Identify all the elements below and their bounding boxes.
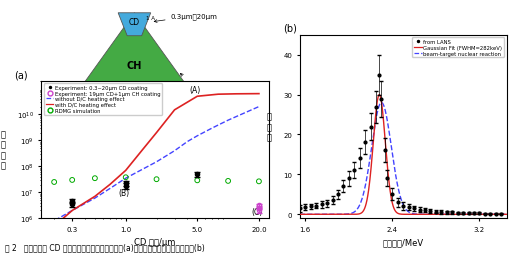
Y-axis label: 中
子
产
额: 中 子 产 额 [1, 130, 5, 170]
Text: CD: CD [129, 18, 140, 27]
Legend: from LANS, Gaussian Fit (FWHM=282keV), beam-target nuclear reaction: from LANS, Gaussian Fit (FWHM=282keV), b… [413, 38, 504, 58]
Point [91, 177, 99, 181]
Point [121, 176, 130, 180]
Legend: Experiment: 0.3~20μm CD coating, Experiment: 19μm CD+1μm CH coating, without D/C: Experiment: 0.3~20μm CD coating, Experim… [44, 84, 162, 115]
Polygon shape [118, 14, 151, 37]
Text: (A): (A) [190, 86, 201, 95]
X-axis label: 中子能量/MeV: 中子能量/MeV [383, 237, 424, 247]
Point [255, 180, 263, 184]
Polygon shape [73, 14, 196, 99]
X-axis label: CD 厚度/μm: CD 厚度/μm [134, 237, 176, 247]
Point [153, 178, 161, 182]
Text: (C): (C) [252, 207, 263, 216]
Text: 图 2   中子产额随 CD 涂层厚度变化规律和模拟结果(a)，中子大阵列测量的中子能谱(b): 图 2 中子产额随 CD 涂层厚度变化规律和模拟结果(a)，中子大阵列测量的中子… [5, 243, 205, 251]
Point [224, 179, 232, 183]
Text: 180μm: 180μm [178, 74, 203, 87]
Text: (a): (a) [14, 70, 28, 80]
Text: CH: CH [127, 60, 142, 71]
Text: 1 A: 1 A [146, 17, 155, 21]
Y-axis label: 中
子
数: 中 子 数 [267, 112, 272, 142]
Text: (B): (B) [118, 188, 130, 197]
Text: 0.3μm～20μm: 0.3μm～20μm [154, 13, 218, 23]
Point [50, 180, 58, 184]
Point [193, 179, 202, 183]
Point [68, 178, 77, 182]
Text: (b): (b) [283, 24, 297, 34]
